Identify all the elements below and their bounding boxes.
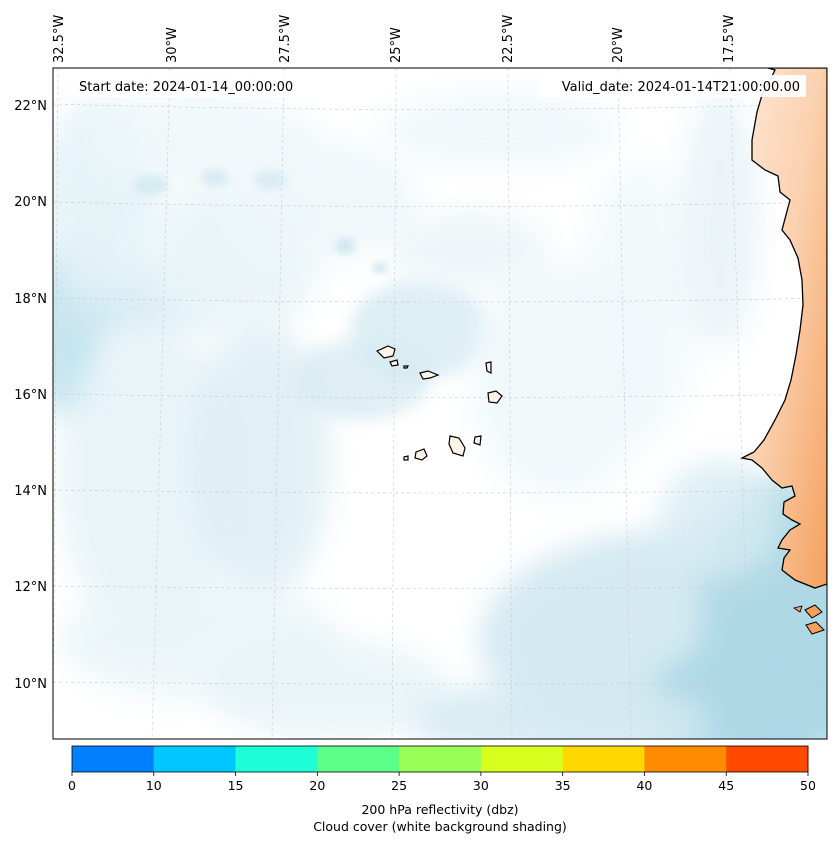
valid-date-label: Valid_date: 2024-01-14T21:00:00.00 xyxy=(562,80,800,95)
lon-tick-label: 17.5°W xyxy=(722,15,737,63)
colorbar-segment xyxy=(72,746,155,772)
lat-tick-label: 12°N xyxy=(14,580,47,595)
gridlines xyxy=(53,68,827,739)
lon-tick-label: 22.5°W xyxy=(501,15,516,63)
cape-verde-islands xyxy=(375,345,503,461)
island-santiago xyxy=(448,435,466,457)
colorbar-segment xyxy=(399,746,482,772)
map-frame xyxy=(52,67,828,740)
colorbar-tick-label: 10 xyxy=(146,778,162,793)
lon-tick-label: 27.5°W xyxy=(278,15,293,63)
island-maio xyxy=(473,435,482,446)
island-santo-antao xyxy=(375,345,396,359)
colorbar-segment xyxy=(726,746,809,772)
colorbar-segment xyxy=(480,746,564,772)
colorbar: 0 10 15 20 25 30 35 40 45 50 200 hPa reflectivity… xyxy=(68,745,816,834)
lon-tick-label: 25°W xyxy=(389,27,404,63)
colorbar-segment xyxy=(153,746,237,772)
colorbar-segments xyxy=(72,746,809,772)
lat-tick-label: 20°N xyxy=(14,195,47,210)
colorbar-tick-label: 25 xyxy=(391,778,407,793)
lat-tick-labels: 22°N 20°N 18°N 16°N 14°N 12°N 10°N xyxy=(14,99,47,692)
start-date-box xyxy=(72,75,310,97)
colorbar-segment xyxy=(317,746,400,772)
colorbar-tick-label: 30 xyxy=(473,778,489,793)
lon-tick-label: 30°W xyxy=(165,27,180,63)
island-sal xyxy=(485,361,492,374)
colorbar-segment xyxy=(562,746,645,772)
island-fogo xyxy=(414,448,428,461)
island-sao-nicolau xyxy=(419,370,440,380)
valid-date-box xyxy=(540,75,806,97)
colorbar-segment xyxy=(644,746,727,772)
colorbar-segment xyxy=(235,746,318,772)
lat-tick-label: 16°N xyxy=(14,388,47,403)
colorbar-ticks: 0 10 15 20 25 30 35 40 45 50 xyxy=(68,772,816,793)
colorbar-label-line2: Cloud cover (white background shading) xyxy=(313,819,567,834)
land-mainland xyxy=(740,68,827,635)
colorbar-tick-label: 15 xyxy=(228,778,244,793)
colorbar-tick-label: 50 xyxy=(800,778,816,793)
island-boa-vista xyxy=(487,390,503,404)
island-santa-luzia xyxy=(403,365,409,369)
colorbar-tick-label: 20 xyxy=(309,778,325,793)
colorbar-tick-label: 45 xyxy=(718,778,734,793)
lon-tick-labels: 32.5°W 30°W 27.5°W 25°W 22.5°W 20°W 17.5… xyxy=(52,15,737,63)
colorbar-tick-label: 35 xyxy=(555,778,571,793)
start-date-label: Start date: 2024-01-14_00:00:00 xyxy=(79,80,293,95)
lat-tick-label: 22°N xyxy=(14,99,47,114)
colorbar-label-line1: 200 hPa reflectivity (dbz) xyxy=(361,802,518,817)
lat-tick-label: 10°N xyxy=(14,677,47,692)
island-brava xyxy=(403,455,409,461)
lon-tick-label: 32.5°W xyxy=(52,15,67,63)
lat-tick-label: 14°N xyxy=(14,484,47,499)
island-sao-vicente xyxy=(389,359,399,367)
colorbar-frame xyxy=(71,745,809,773)
colorbar-tick-label: 0 xyxy=(68,778,76,793)
lon-tick-label: 20°W xyxy=(611,27,626,63)
lat-tick-label: 18°N xyxy=(14,292,47,307)
colorbar-tick-label: 40 xyxy=(636,778,652,793)
